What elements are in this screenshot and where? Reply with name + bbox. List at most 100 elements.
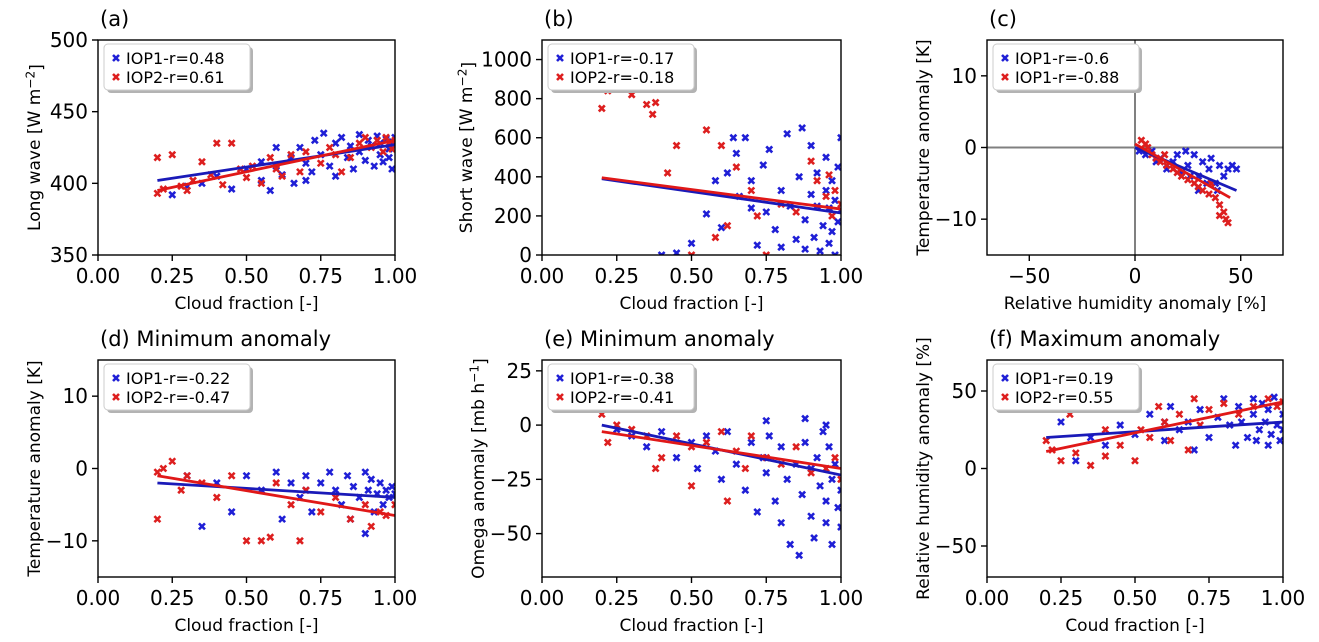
series-1-point (801, 438, 810, 447)
series-1-point (801, 414, 810, 423)
series-1-point (765, 145, 774, 154)
legend-marker (112, 73, 120, 81)
series-2-point (361, 133, 370, 142)
series-2-point (168, 457, 177, 466)
series-2-point (346, 515, 355, 524)
series-2-point (1057, 456, 1065, 465)
series-2-point (1177, 172, 1186, 181)
series-2-point (1160, 150, 1169, 159)
y-tick-label: 0 (519, 413, 532, 437)
series-1-point (391, 489, 395, 498)
plot-area (597, 410, 841, 560)
series-1-point (1198, 157, 1207, 166)
legend-marker (112, 374, 120, 382)
x-tick-label: 50 (1228, 264, 1253, 288)
series-2-point (1071, 449, 1080, 457)
y-tick-label: 400 (50, 171, 88, 195)
series-1-point (316, 479, 325, 487)
y-tick-label: 0 (75, 457, 88, 481)
legend-label: IOP2-r=-0.47 (126, 388, 230, 407)
series-1-point (1116, 421, 1125, 430)
y-axis-label: Temperature anomaly [K] (914, 39, 934, 256)
series-2-fit-line (1045, 400, 1283, 453)
series-1-point (807, 190, 816, 199)
series-1-point (834, 503, 841, 512)
series-2-point (1279, 397, 1283, 406)
series-2-point (1219, 399, 1228, 408)
legend-label: IOP2-r=0.55 (1015, 388, 1114, 407)
series-2-point (337, 167, 346, 176)
series-2-point (1145, 433, 1154, 442)
series-1-point (759, 161, 768, 170)
series-1-point (765, 432, 774, 440)
series-1-point (1181, 147, 1190, 156)
series-1-point (1219, 172, 1228, 181)
series-2-point (837, 200, 841, 209)
x-tick-label: 0.00 (520, 264, 565, 288)
series-2-point (837, 475, 841, 484)
series-1-point (1183, 161, 1192, 170)
series-2-point (1215, 211, 1224, 220)
series-1-point (1190, 445, 1199, 454)
series-1-point (1173, 150, 1182, 159)
panel-title: (c) (989, 7, 1017, 31)
series-2-point (822, 192, 830, 201)
series-1-point (819, 427, 827, 436)
series-2-point (825, 170, 833, 179)
series-2-point (1198, 186, 1207, 195)
series-1-point (807, 141, 816, 150)
series-1-point (1243, 433, 1252, 442)
series-1-point (810, 534, 819, 542)
series-2-fit-line (1134, 142, 1231, 199)
series-1-point (741, 133, 750, 142)
series-2-point (1184, 445, 1193, 454)
series-2-fit-line (157, 474, 395, 517)
series-1-point (642, 442, 651, 451)
series-2-point (1101, 425, 1110, 434)
series-1-point (729, 133, 738, 142)
series-1-point (1267, 430, 1276, 439)
series-2-point (346, 153, 355, 162)
x-tick-label: 0.75 (744, 586, 789, 610)
series-1-point (837, 486, 841, 495)
x-tick-label: 0.25 (1039, 586, 1084, 610)
x-axis-label: Cloud fraction [-] (619, 616, 763, 636)
series-1-point (319, 129, 328, 138)
series-2-point (325, 143, 334, 152)
series-1-point (1207, 154, 1216, 163)
series-2-point (663, 168, 672, 177)
series-2-point (723, 497, 732, 505)
series-1-point (822, 497, 830, 505)
series-1-point (732, 149, 741, 158)
series-1-point (831, 196, 839, 205)
series-2-point (792, 442, 801, 451)
series-1-point (753, 241, 762, 250)
series-1-point (1276, 436, 1283, 445)
series-1-point (1205, 165, 1213, 173)
series-2-point (266, 153, 275, 162)
series-1-point (349, 482, 358, 491)
series-1-point (379, 157, 388, 166)
y-tick-label: −10 (46, 529, 88, 553)
series-2-point (687, 251, 696, 255)
panel-title: (d) Minimum anomaly (100, 327, 331, 351)
series-1-point (816, 481, 824, 490)
series-1-point (287, 479, 295, 487)
series-2-point (287, 150, 295, 159)
series-2-point (1131, 456, 1139, 465)
x-axis-label: Cloud fraction [-] (174, 616, 318, 636)
series-2-point (1264, 394, 1273, 403)
series-1-point (834, 217, 841, 226)
series-2-point (198, 157, 206, 166)
series-2-point (257, 179, 266, 188)
series-2-point (603, 438, 612, 447)
series-1-point (771, 497, 780, 505)
x-tick-label: 0.75 (1187, 586, 1232, 610)
series-1-point (1101, 441, 1110, 450)
series-1-point (1249, 410, 1258, 419)
series-1-point (388, 482, 395, 491)
series-1-point (828, 540, 836, 549)
